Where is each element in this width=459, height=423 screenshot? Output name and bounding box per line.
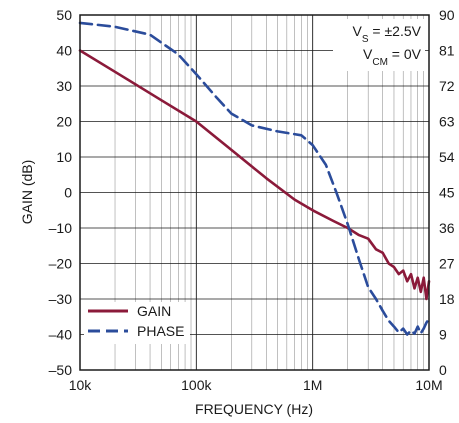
y2-tick-label-2: 72: [439, 78, 455, 94]
y-tick-label-1: 40: [56, 43, 72, 59]
y-tick-label-4: 10: [56, 149, 72, 165]
annotation-vcm-value: = 0V: [388, 46, 422, 62]
annotation-vcm-sub: CM: [372, 57, 388, 68]
y-tick-label-9: –40: [49, 327, 73, 343]
x-tick-label-0: 10k: [69, 377, 93, 393]
y2-tick-label-10: 0: [439, 362, 447, 378]
x-tick-label-1: 100k: [181, 377, 212, 393]
series-layer: [78, 21, 431, 336]
y2-tick-label-0: 90: [439, 7, 455, 23]
y-axis-title: GAIN (dB): [19, 160, 35, 225]
annotation-vcm: VCM = 0V: [363, 46, 422, 68]
series-line-gain: [78, 49, 431, 301]
y-tick-label-2: 30: [56, 78, 72, 94]
x-tick-label-2: 1M: [303, 377, 322, 393]
y-tick-label-6: –10: [49, 220, 73, 236]
tick-labels: 50403020100–10–20–30–40–5090817263544536…: [49, 7, 455, 393]
y2-tick-label-6: 36: [439, 220, 455, 236]
annotation-vs: VS = ±2.5V: [353, 23, 422, 45]
y2-tick-label-9: 9: [439, 327, 447, 343]
legend: GAIN PHASE: [84, 302, 190, 344]
y-tick-label-0: 50: [56, 7, 72, 23]
legend-gain-label: GAIN: [137, 303, 171, 319]
legend-background: [84, 302, 190, 344]
plot-frame: [79, 14, 430, 371]
y2-tick-label-4: 54: [439, 149, 455, 165]
y2-tick-label-3: 63: [439, 114, 455, 130]
y-tick-label-7: –20: [49, 256, 73, 272]
annotation-vs-sub: S: [362, 34, 369, 45]
annotation-vs-value: = ±2.5V: [369, 23, 422, 39]
annotation-box: VS = ±2.5V VCM = 0V: [333, 19, 425, 71]
y-tick-label-3: 20: [56, 114, 72, 130]
annotation-background: [333, 19, 425, 71]
y2-tick-label-8: 18: [439, 291, 455, 307]
x-axis-title: FREQUENCY (Hz): [195, 401, 313, 417]
y2-tick-label-7: 27: [439, 256, 455, 272]
y-tick-label-5: 0: [64, 185, 72, 201]
y-tick-label-8: –30: [49, 291, 73, 307]
y2-tick-label-1: 81: [439, 43, 455, 59]
x-tick-label-3: 10M: [415, 377, 442, 393]
y2-tick-label-5: 45: [439, 185, 455, 201]
annotation-vs-prefix: V: [353, 23, 363, 39]
y-tick-label-10: –50: [49, 362, 73, 378]
series-line-phase: [78, 21, 431, 336]
annotation-vcm-prefix: V: [363, 46, 373, 62]
legend-phase-label: PHASE: [137, 323, 184, 339]
